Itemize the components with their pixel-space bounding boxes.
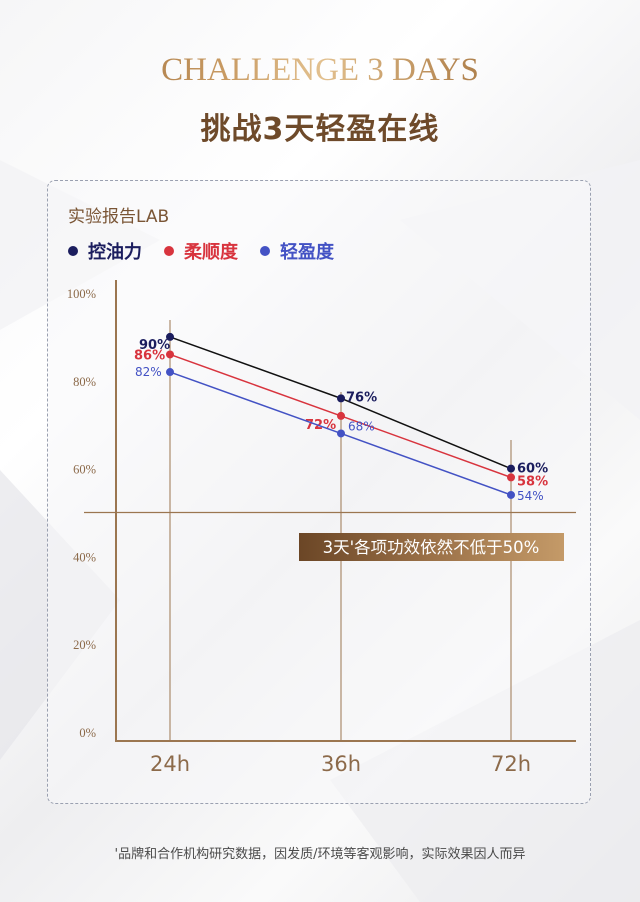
- title-english: CHALLENGE 3 DAYS: [0, 52, 640, 89]
- data-point: [166, 332, 174, 341]
- title-chinese: 挑战3天轻盈在线: [200, 112, 440, 147]
- data-point: [166, 368, 174, 377]
- legend-dot-icon: [164, 246, 174, 256]
- data-point: [507, 473, 515, 482]
- x-tick-label: 36h: [321, 752, 361, 776]
- data-label: 76%: [346, 390, 377, 405]
- legend-label: 柔顺度: [184, 242, 238, 263]
- data-label: 86%: [134, 348, 165, 363]
- data-point: [507, 464, 515, 473]
- legend-item-oil-control: 控油力: [68, 238, 142, 264]
- x-tick-label: 24h: [150, 752, 190, 776]
- annotation-box: [299, 533, 564, 561]
- y-tick-label: 0%: [79, 726, 96, 740]
- legend-item-lightness: 轻盈度: [260, 238, 334, 264]
- legend: 控油力 柔顺度 轻盈度: [68, 238, 334, 264]
- legend-label: 轻盈度: [280, 242, 334, 263]
- data-label: 82%: [135, 365, 162, 379]
- y-tick-label: 60%: [73, 463, 96, 477]
- y-tick-label: 100%: [67, 287, 96, 301]
- annotation-text: 3天'各项功效依然不低于50%: [323, 538, 540, 557]
- legend-label: 控油力: [88, 242, 142, 263]
- data-point: [337, 411, 345, 420]
- data-label: 90%: [139, 338, 170, 353]
- legend-item-softness: 柔顺度: [164, 238, 238, 264]
- data-label: 54%: [517, 489, 544, 503]
- data-point: [166, 350, 174, 359]
- data-label: 60%: [517, 462, 548, 477]
- legend-dot-icon: [68, 246, 78, 256]
- data-point: [337, 429, 345, 438]
- y-tick-label: 80%: [73, 375, 96, 389]
- footnote: '品牌和合作机构研究数据，因发质/环境等客观影响，实际效果因人而异: [114, 847, 526, 862]
- chart-panel: [47, 180, 591, 804]
- y-tick-label: 40%: [73, 550, 96, 564]
- data-point: [507, 490, 515, 499]
- x-tick-label: 72h: [491, 752, 531, 776]
- data-label: 58%: [517, 474, 548, 489]
- y-tick-label: 20%: [73, 638, 96, 652]
- legend-dot-icon: [260, 246, 270, 256]
- panel-title: 实验报告LAB: [68, 207, 170, 227]
- data-label: 68%: [348, 419, 375, 433]
- data-point: [337, 394, 345, 403]
